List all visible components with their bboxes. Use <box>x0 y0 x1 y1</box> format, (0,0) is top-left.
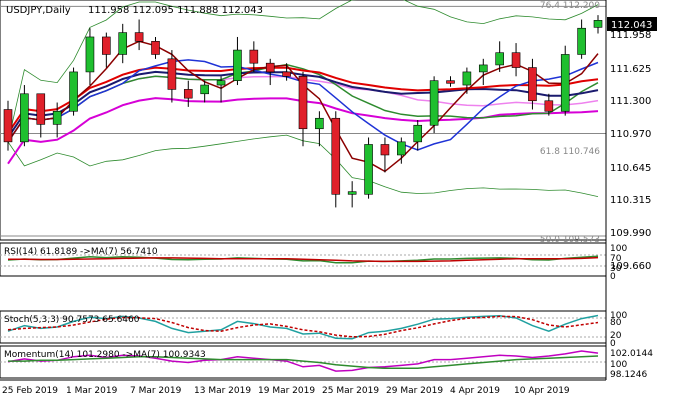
candle-body <box>511 52 521 68</box>
rsi-tick: 100 <box>610 244 627 254</box>
fib-618-label: 61.8 110.746 <box>540 147 600 157</box>
stochastic-panel[interactable]: Stoch(5,3,3) 90.7573 65.6460 100 80 20 0 <box>0 310 627 349</box>
candle-body <box>478 64 488 73</box>
candle-body <box>102 36 111 55</box>
date-label: 25 Feb 2019 <box>2 386 58 396</box>
candle-body <box>167 58 177 90</box>
ohlc-readout: 111.958 112.095 111.888 112.043 <box>88 5 263 16</box>
momentum-panel[interactable]: Momentum(14) 101.2980 ->MA(7) 100.9343 1… <box>0 345 653 380</box>
date-label: 4 Apr 2019 <box>450 386 500 396</box>
price-tick: 111.300 <box>610 96 651 107</box>
candle-body <box>233 49 242 81</box>
date-label: 1 Mar 2019 <box>66 386 118 396</box>
current-price-tag <box>607 17 657 31</box>
price-tick: 109.660 <box>610 261 651 272</box>
candle-body <box>85 36 95 73</box>
rsi-lines <box>7 255 599 264</box>
candle-body <box>151 41 160 55</box>
candle-body <box>577 27 586 55</box>
momentum-tick: 102.0144 <box>610 349 653 359</box>
candle-body <box>265 62 275 73</box>
candle-body <box>347 191 357 195</box>
date-label: 25 Mar 2019 <box>322 386 379 396</box>
candle-body <box>413 124 423 143</box>
series-rsi-14- <box>7 255 599 264</box>
fib-500-label: 50.0 109.573 <box>540 235 600 245</box>
candle-body <box>52 110 62 125</box>
candle-body <box>36 93 46 125</box>
rsi-tick: 30 <box>610 264 622 274</box>
price-panel[interactable]: USDJPY,Daily 111.958 112.095 111.888 112… <box>0 0 607 245</box>
candle-body <box>3 109 13 143</box>
candle-body <box>249 49 259 64</box>
stoch-tick: 100 <box>610 311 627 321</box>
series--d <box>7 315 599 338</box>
candle-body <box>495 52 504 66</box>
date-label: 29 Mar 2019 <box>386 386 443 396</box>
candle-body <box>397 141 406 156</box>
rsi-label: RSI(14) 61.8189 ->MA(7) 56.7410 <box>4 247 158 257</box>
date-label: 19 Mar 2019 <box>258 386 315 396</box>
date-label: 10 Apr 2019 <box>514 386 570 396</box>
stoch-tick: 20 <box>610 331 622 341</box>
stoch-tick: 80 <box>610 318 622 328</box>
rsi-tick: 70 <box>610 254 622 264</box>
candle-body <box>446 80 455 84</box>
candlesticks <box>3 15 603 208</box>
series-ma-7- <box>8 355 599 370</box>
price-tick: 111.958 <box>610 30 651 41</box>
candle-body <box>380 144 390 156</box>
bollinger-upper-line <box>7 0 599 142</box>
candle-body <box>118 32 128 55</box>
candle-body <box>183 89 193 99</box>
candle-body <box>331 117 341 195</box>
momentum-lines <box>7 350 599 372</box>
time-axis: 25 Feb 2019 1 Mar 2019 7 Mar 2019 13 Mar… <box>0 379 606 396</box>
momentum-tick: 100 <box>610 360 627 370</box>
candle-body <box>216 80 226 86</box>
candle-body <box>134 32 144 42</box>
candle-body <box>20 93 29 143</box>
date-label: 13 Mar 2019 <box>194 386 251 396</box>
momentum-label: Momentum(14) 101.2980 ->MA(7) 100.9343 <box>4 350 206 360</box>
candle-body <box>298 75 308 130</box>
series-ma-7- <box>8 256 599 263</box>
price-tick: 110.970 <box>610 129 651 140</box>
rsi-panel[interactable]: RSI(14) 61.8189 ->MA(7) 56.7410 100 70 3… <box>0 242 627 282</box>
price-tick: 111.625 <box>610 64 651 75</box>
candle-body <box>282 71 291 77</box>
candle-body <box>593 20 603 28</box>
price-tick: 110.645 <box>610 163 651 174</box>
price-axis: 111.958 111.625 111.300 110.970 110.645 … <box>607 17 657 272</box>
candle-body <box>69 71 78 112</box>
current-price-label: 112.043 <box>611 20 652 31</box>
price-tick: 110.315 <box>610 195 651 206</box>
candle-body <box>200 84 209 95</box>
stoch-lines <box>7 314 599 340</box>
stoch-label: Stoch(5,3,3) 90.7573 65.6460 <box>4 315 140 325</box>
candle-body <box>364 144 373 195</box>
symbol-label: USDJPY,Daily <box>6 5 71 16</box>
candle-body <box>528 67 537 102</box>
candle-body <box>462 71 472 86</box>
candle-body <box>429 80 439 126</box>
candle-body <box>315 117 324 130</box>
date-label: 7 Mar 2019 <box>130 386 182 396</box>
stoch-tick: 0 <box>610 339 616 349</box>
candle-body <box>560 54 570 112</box>
momentum-tick: 98.1246 <box>610 370 647 380</box>
candle-body <box>544 100 554 112</box>
fib-764-label: 76.4 112.200 <box>540 1 600 11</box>
rsi-tick: 0 <box>610 272 616 282</box>
ma-red-line <box>7 66 599 134</box>
price-tick: 109.990 <box>610 228 651 239</box>
